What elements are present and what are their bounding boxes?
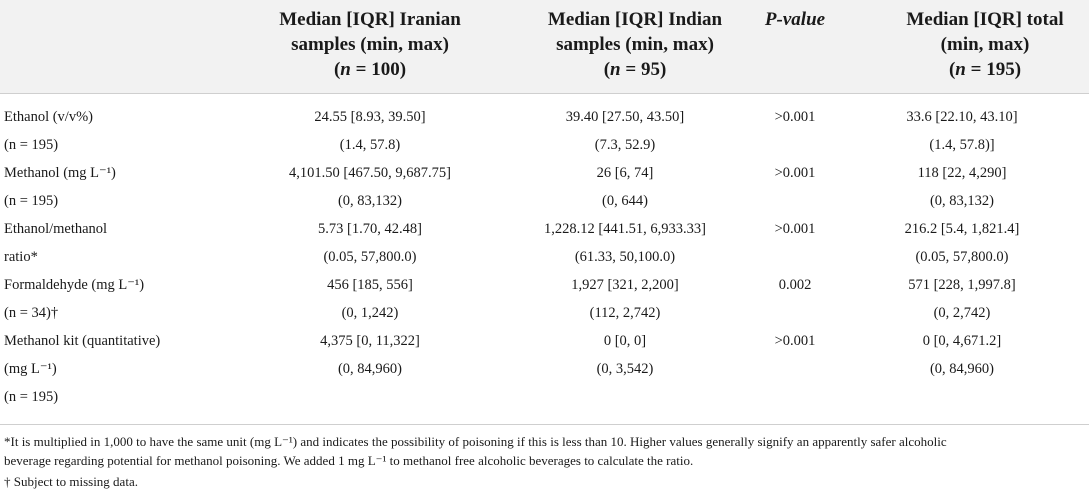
row-label: (n = 195) <box>4 388 59 405</box>
table-cell: (1.4, 57.8)] <box>929 136 995 153</box>
table-row: Ethanol/methanol 5.73 [1.70, 42.48] 1,228.… <box>0 215 1089 243</box>
header-indian: Median [IQR] Indian samples (min, max) (… <box>505 7 765 82</box>
table-cell: (0, 2,742) <box>933 304 991 321</box>
table-body: Ethanol (v/v%) 24.55 [8.93, 39.50] 39.40 [… <box>0 103 1089 411</box>
table-cell: (1.4, 57.8) <box>339 136 401 153</box>
table-cell: 0 [0, 4,671.2] <box>922 332 1002 349</box>
row-label: Methanol kit (quantitative) <box>4 332 161 349</box>
table-header: Median [IQR] Iranian samples (min, max) … <box>0 0 1089 93</box>
row-label: (n = 34)† <box>4 304 59 321</box>
table-cell: (0.05, 57,800.0) <box>915 248 1009 265</box>
table-cell: 26 [6, 74] <box>596 164 654 181</box>
table-cell <box>755 355 835 383</box>
table-cell: 456 [185, 556] <box>327 276 413 293</box>
table-row: (n = 195) (1.4, 57.8) (7.3, 52.9) (1.4, 57.… <box>0 131 1089 159</box>
table-row: (n = 195) (0, 83,132) (0, 644) (0, 83,132) <box>0 187 1089 215</box>
table-cell: >0.001 <box>774 332 816 349</box>
table-cell: 571 [228, 1,997.8] <box>908 276 1016 293</box>
table-cell: (0, 3,542) <box>596 360 654 377</box>
table-cell <box>245 383 495 411</box>
table-cell: >0.001 <box>774 220 816 237</box>
table-cell: (0, 1,242) <box>341 304 399 321</box>
table-cell: >0.001 <box>774 108 816 125</box>
table-cell: 39.40 [27.50, 43.50] <box>565 108 685 125</box>
table-row: Methanol (mg L⁻¹) 4,101.50 [467.50, 9,687… <box>0 159 1089 187</box>
table-cell: (0, 644) <box>602 192 648 209</box>
header-total-n: (n = 195) <box>948 59 1022 80</box>
row-label: Methanol (mg L⁻¹) <box>4 164 116 181</box>
table-cell: (61.33, 50,100.0) <box>574 248 676 265</box>
table-cell: (0, 83,132) <box>929 192 995 209</box>
table-cell <box>755 383 835 411</box>
table-row: (mg L⁻¹) (0, 84,960) (0, 3,542) (0, 84,960) <box>0 355 1089 383</box>
table-row: (n = 34)† (0, 1,242) (112, 2,742) (0, 2,742… <box>0 299 1089 327</box>
footnote-missing: † Subject to missing data. <box>4 474 138 489</box>
footnote-ratio: *It is multiplied in 1,000 to have the s… <box>4 434 947 449</box>
table-cell: (0, 84,960) <box>337 360 403 377</box>
table-cell <box>755 131 835 159</box>
row-label: Formaldehyde (mg L⁻¹) <box>4 276 145 293</box>
table-row: ratio* (0.05, 57,800.0) (61.33, 50,100.0) (… <box>0 243 1089 271</box>
table-cell <box>755 299 835 327</box>
table-cell: (112, 2,742) <box>589 304 661 321</box>
table-row: Formaldehyde (mg L⁻¹) 456 [185, 556] 1,927… <box>0 271 1089 299</box>
table-cell: 33.6 [22.10, 43.10] <box>906 108 1018 125</box>
table-cell: (0, 84,960) <box>929 360 995 377</box>
table-cell: 0 [0, 0] <box>603 332 647 349</box>
row-label: (mg L⁻¹) <box>4 360 57 377</box>
table-row: Ethanol (v/v%) 24.55 [8.93, 39.50] 39.40 [… <box>0 103 1089 131</box>
table-cell: 5.73 [1.70, 42.48] <box>318 220 422 237</box>
table-cell: 118 [22, 4,290] <box>917 164 1007 181</box>
table-row: (n = 195) <box>0 383 1089 411</box>
row-label: Ethanol (v/v%) <box>4 108 93 125</box>
footnote-ratio-cont: beverage regarding potential for methano… <box>4 453 694 468</box>
header-iranian-n: (n = 100) <box>333 59 407 80</box>
data-table: Ethanol (v/v%) 24.55 [8.93, 39.50] 39.40 [… <box>0 103 1089 411</box>
header-rule <box>0 93 1089 94</box>
table-cell: 24.55 [8.93, 39.50] <box>314 108 426 125</box>
header-pvalue: P-value <box>764 9 826 30</box>
table-cell <box>755 187 835 215</box>
table-cell: 216.2 [5.4, 1,821.4] <box>904 220 1020 237</box>
row-label: (n = 195) <box>4 192 59 209</box>
row-label: (n = 195) <box>4 136 59 153</box>
header-iranian: Median [IQR] Iranian samples (min, max) … <box>245 7 495 82</box>
table-cell: 1,927 [321, 2,200] <box>571 276 679 293</box>
table-cell: 4,101.50 [467.50, 9,687.75] <box>289 164 451 181</box>
table-row: Methanol kit (quantitative) 4,375 [0, 11,… <box>0 327 1089 355</box>
footnote-rule <box>0 424 1089 425</box>
table-cell: (0.05, 57,800.0) <box>323 248 417 265</box>
row-label: Ethanol/methanol <box>4 220 108 237</box>
header-total: Median [IQR] total (min, max) (n = 195) <box>880 7 1089 82</box>
table-cell: >0.001 <box>774 164 816 181</box>
table-cell <box>495 383 755 411</box>
header-indian-n: (n = 95) <box>603 59 667 80</box>
row-label: ratio* <box>4 248 38 265</box>
table-cell: 0.002 <box>778 276 812 293</box>
table-cell: 1,228.12 [441.51, 6,933.33] <box>544 220 706 237</box>
table-cell: 4,375 [0, 11,322] <box>320 332 420 349</box>
table-cell: (7.3, 52.9) <box>594 136 656 153</box>
table-cell <box>755 243 835 271</box>
table-cell: (0, 83,132) <box>337 192 403 209</box>
table-cell <box>835 383 1089 411</box>
